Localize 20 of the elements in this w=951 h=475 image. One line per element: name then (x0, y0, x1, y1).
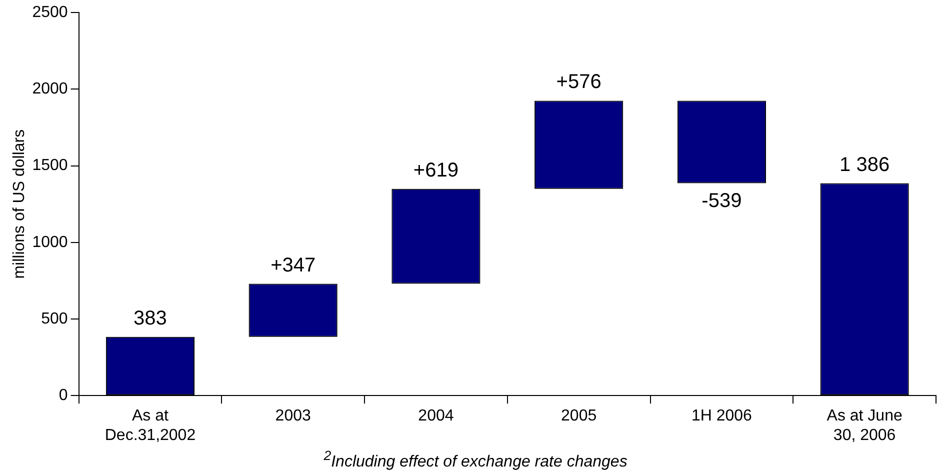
y-tick-label: 0 (58, 387, 68, 404)
y-tick-label: 1500 (32, 157, 68, 174)
x-tick-label: 1H 2006 (691, 408, 752, 425)
x-tick-label: As at June 30, 2006 (826, 408, 902, 444)
data-label: +347 (270, 254, 316, 276)
x-tick-label: As at Dec.31,2002 (104, 408, 196, 444)
y-tick-label: 2500 (32, 4, 68, 22)
data-label: +576 (556, 71, 602, 94)
y-tick-label: 1000 (32, 234, 68, 251)
y-tick-label: 500 (41, 310, 68, 328)
data-label: 1 386 (840, 154, 890, 176)
data-label: -539 (702, 190, 742, 212)
data-label: +619 (413, 159, 458, 182)
y-axis-title: millions of US dollars (11, 129, 28, 279)
x-tick-label: 2004 (418, 408, 454, 425)
data-label: 383 (134, 307, 167, 330)
text: $^{2}$Including effect of exchange rate changes (322, 448, 628, 472)
x-tick-label: 2005 (561, 408, 597, 425)
x-tick-label: 2003 (275, 408, 311, 425)
y-tick-label: 2000 (32, 80, 68, 98)
